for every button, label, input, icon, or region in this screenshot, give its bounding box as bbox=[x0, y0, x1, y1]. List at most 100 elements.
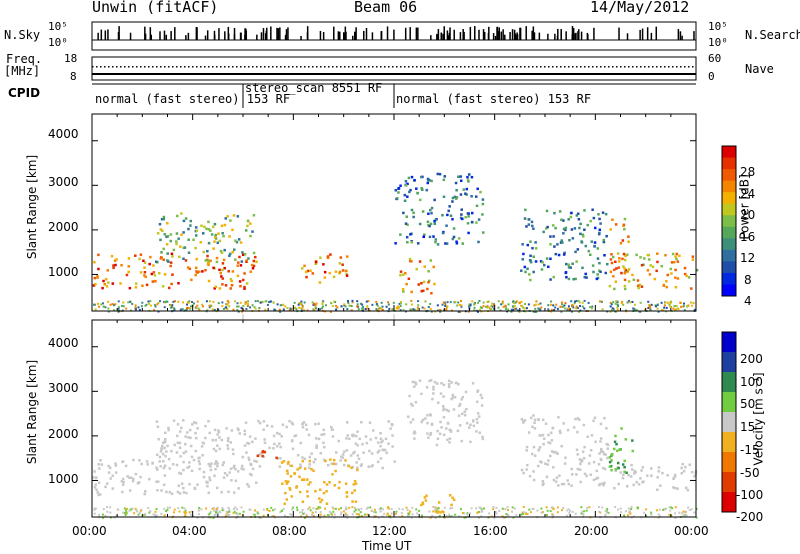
power-cell bbox=[532, 255, 535, 258]
nsky-bar bbox=[443, 26, 445, 40]
power-cell bbox=[338, 271, 341, 275]
velocity-cell bbox=[123, 507, 126, 510]
velocity-cell bbox=[121, 490, 124, 494]
nsky-bar bbox=[277, 28, 280, 40]
power-cell bbox=[624, 268, 628, 272]
nave-dot bbox=[132, 66, 134, 68]
velocity-cell bbox=[421, 418, 425, 422]
velocity-cell bbox=[469, 423, 472, 427]
power-cell bbox=[246, 302, 249, 305]
freq-panel-frame bbox=[91, 56, 697, 81]
velocity-cell bbox=[594, 440, 597, 444]
power-cell bbox=[451, 237, 455, 241]
velocity-cell bbox=[207, 420, 210, 423]
power-cell bbox=[583, 307, 586, 310]
power-cell bbox=[581, 233, 585, 237]
power-cell bbox=[459, 175, 463, 178]
velocity-cell bbox=[288, 419, 291, 423]
velocity-cell bbox=[476, 390, 479, 393]
velocity-cell bbox=[476, 421, 479, 424]
power-cell bbox=[366, 305, 369, 308]
nsky-bar bbox=[218, 28, 220, 40]
velocity-cell bbox=[97, 493, 100, 497]
velocity-cell bbox=[625, 485, 629, 488]
power-cell bbox=[289, 307, 292, 310]
velocity-cell bbox=[307, 483, 310, 486]
power-cell bbox=[429, 307, 432, 310]
velocity-cell bbox=[549, 510, 552, 513]
velocity-cell bbox=[233, 510, 236, 513]
power-cell bbox=[647, 300, 650, 303]
velocity-cell bbox=[109, 506, 112, 509]
power-cell bbox=[428, 178, 431, 182]
power-cell bbox=[125, 307, 128, 310]
power-cell bbox=[165, 243, 169, 246]
velocity-cell bbox=[226, 447, 230, 450]
velocity-cell bbox=[629, 475, 633, 478]
nsky-bar bbox=[339, 31, 341, 40]
power-cell bbox=[376, 303, 379, 306]
velocity-cell bbox=[272, 515, 275, 518]
nsky-bar bbox=[639, 29, 641, 40]
velocity-cell bbox=[593, 416, 597, 420]
velocity-cell bbox=[330, 462, 333, 465]
velocity-cell bbox=[232, 466, 236, 469]
power-cell bbox=[197, 307, 200, 310]
velocity-cell bbox=[306, 495, 309, 498]
velocity-cell bbox=[391, 434, 394, 437]
power-cell bbox=[635, 309, 638, 312]
power-cell bbox=[553, 309, 556, 312]
velocity-cell bbox=[541, 483, 544, 487]
velocity-cell bbox=[620, 511, 623, 514]
velocity-cell bbox=[668, 513, 671, 516]
velocity-cell bbox=[345, 437, 348, 440]
velocity-cell bbox=[322, 441, 325, 445]
power-cell bbox=[218, 287, 222, 290]
power-cell bbox=[550, 303, 553, 306]
power-cell bbox=[387, 301, 390, 304]
velocity-cell bbox=[554, 451, 558, 454]
power-cell bbox=[151, 280, 155, 283]
power-cell bbox=[461, 242, 465, 245]
power-cell bbox=[404, 222, 408, 225]
velocity-cell bbox=[556, 506, 559, 509]
velocity-cell bbox=[390, 422, 394, 426]
velocity-cell bbox=[578, 468, 582, 471]
power-cell bbox=[156, 232, 160, 235]
power-cell bbox=[397, 186, 401, 190]
velocity-cell bbox=[379, 457, 383, 460]
power-cell bbox=[441, 231, 445, 235]
velocity-cell bbox=[547, 441, 550, 444]
velocity-cell bbox=[136, 481, 140, 485]
velocity-cell bbox=[413, 437, 416, 440]
power-cell bbox=[575, 214, 579, 217]
velocity-cell bbox=[286, 472, 289, 475]
velocity-cell bbox=[226, 444, 229, 447]
velocity-cell bbox=[272, 434, 276, 438]
velocity-cell bbox=[319, 511, 322, 514]
velocity-cell bbox=[598, 452, 601, 455]
velocity-cell bbox=[165, 490, 168, 494]
power-cell bbox=[430, 310, 433, 313]
power-cell bbox=[223, 266, 226, 270]
velocity-cell bbox=[682, 514, 685, 517]
velocity-cell bbox=[296, 506, 299, 509]
power-cell bbox=[93, 260, 96, 264]
power-cell bbox=[131, 302, 134, 305]
velocity-cell bbox=[197, 513, 200, 516]
velocity-cell bbox=[541, 511, 544, 514]
velocity-cell bbox=[186, 466, 189, 469]
power-cell bbox=[662, 309, 665, 312]
velocity-cell bbox=[163, 446, 166, 450]
velocity-cell bbox=[201, 441, 205, 445]
power-cell bbox=[362, 305, 365, 308]
power-cell bbox=[612, 275, 615, 278]
velocity-cell bbox=[448, 437, 452, 440]
velocity-cell bbox=[411, 513, 414, 516]
velocity-cell bbox=[114, 462, 117, 465]
velocity-cell bbox=[263, 441, 267, 445]
velocity-cell bbox=[261, 454, 264, 458]
power-cell bbox=[306, 269, 310, 273]
velocity-cell bbox=[288, 488, 292, 491]
